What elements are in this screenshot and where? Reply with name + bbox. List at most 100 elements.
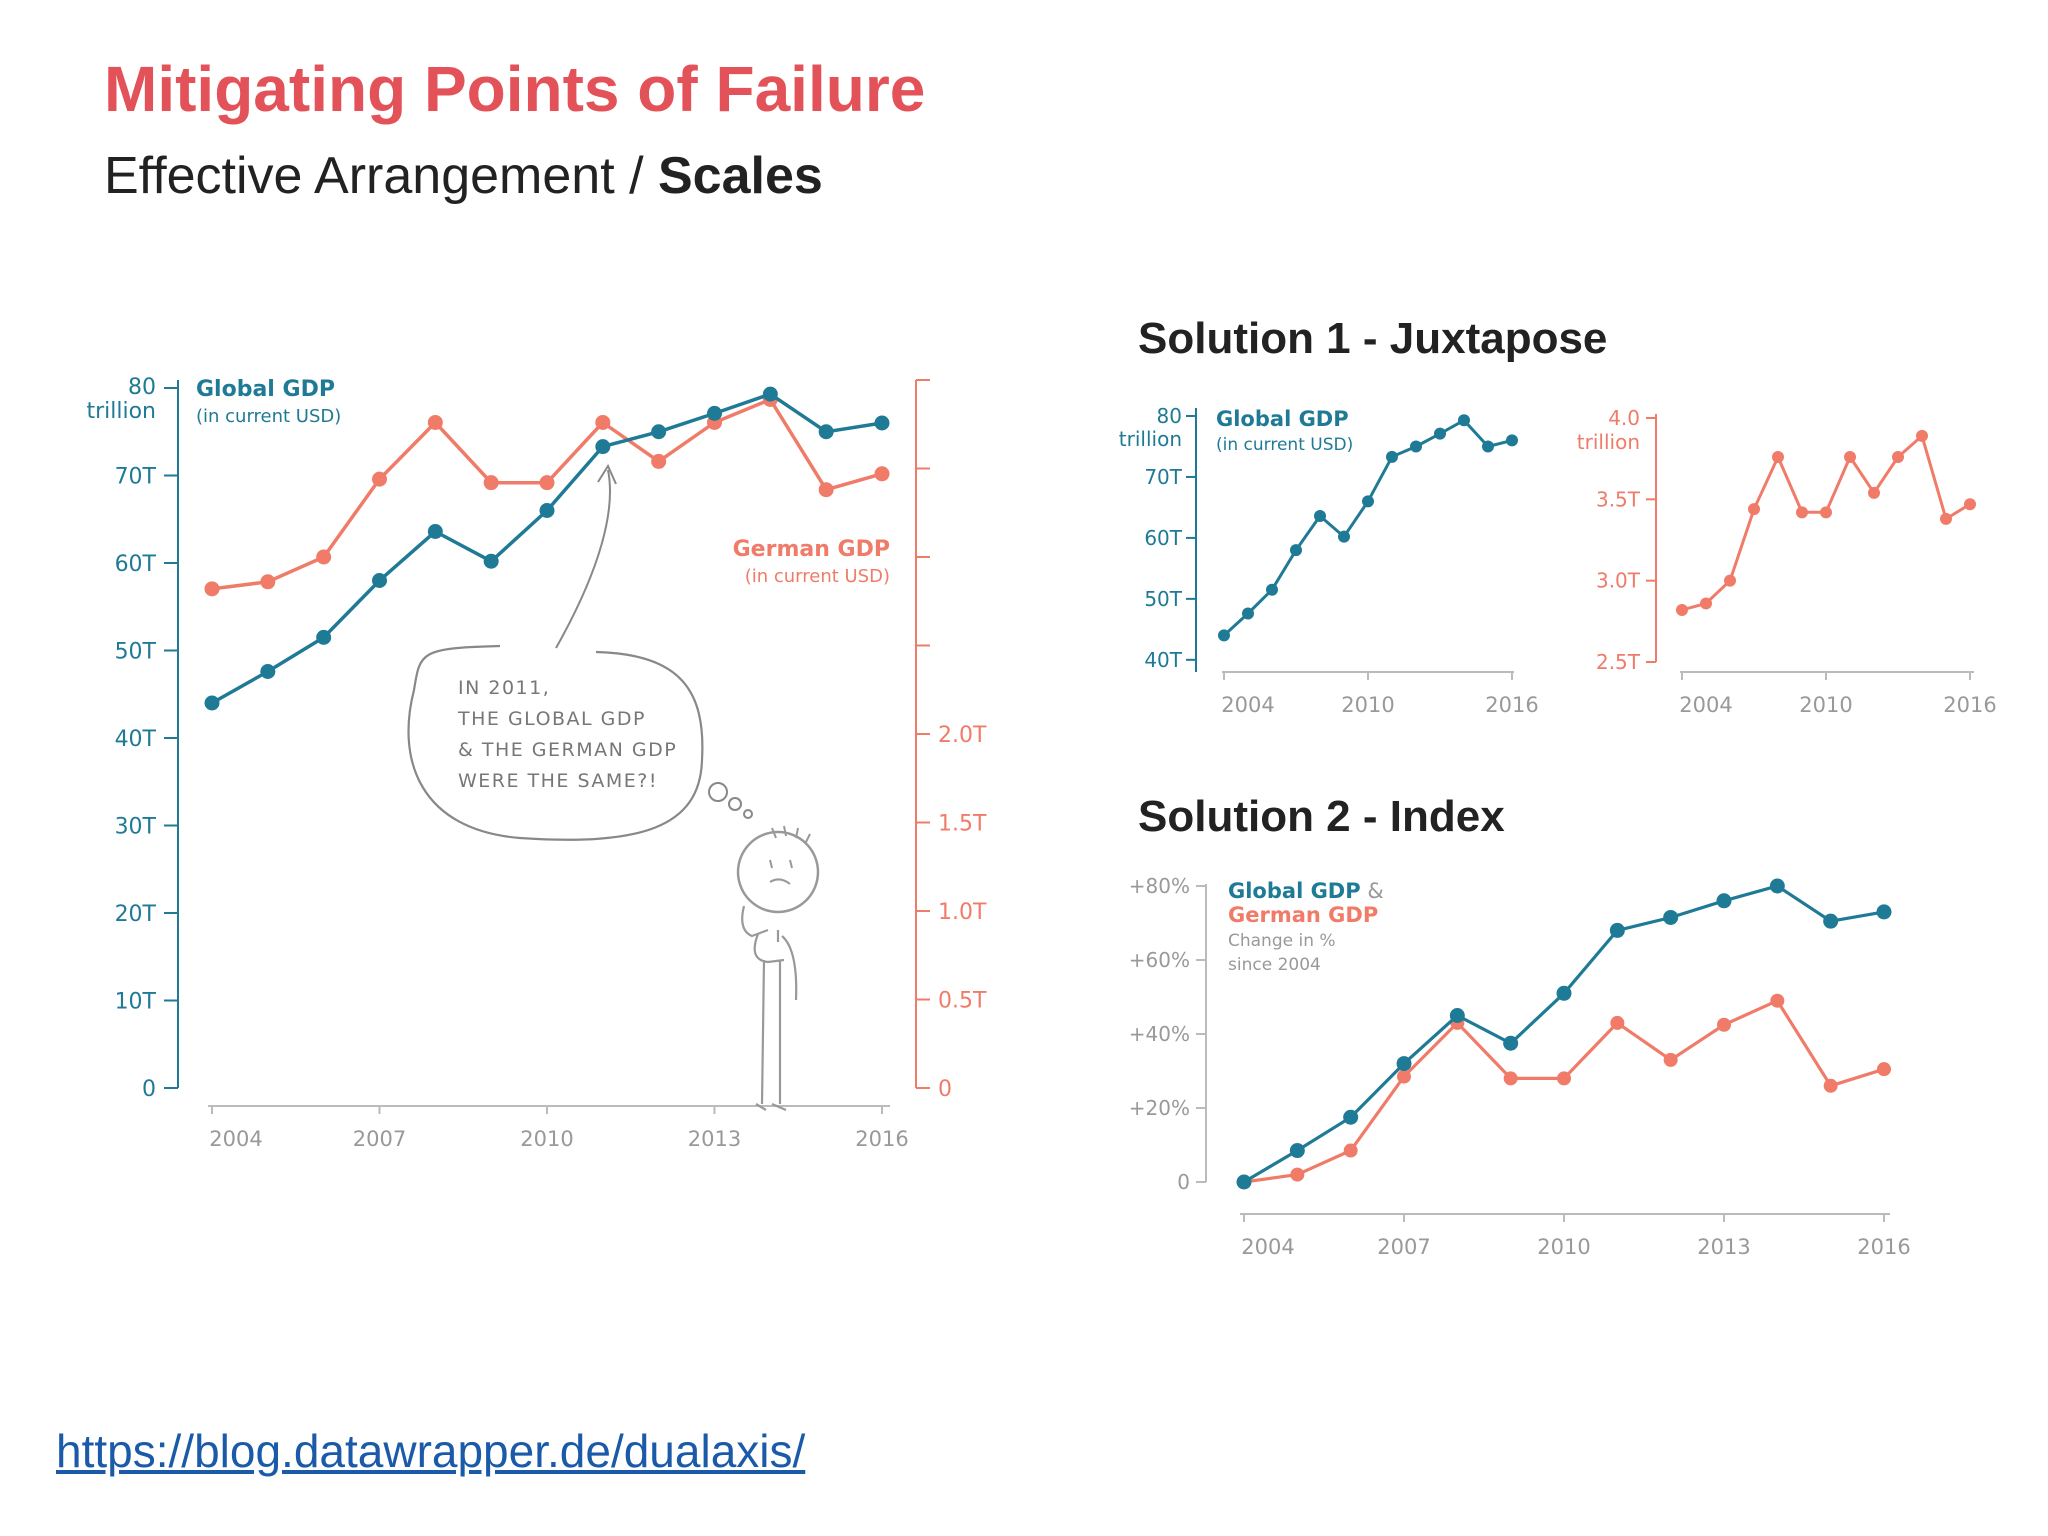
y-tick-label: 40T bbox=[1144, 648, 1182, 672]
global-point bbox=[1556, 985, 1572, 1001]
global-point bbox=[707, 405, 722, 421]
german-point bbox=[1892, 451, 1904, 464]
y-tick-label: +40% bbox=[1129, 1022, 1190, 1046]
german-point bbox=[483, 475, 499, 491]
global-point bbox=[1449, 1008, 1465, 1023]
global-point bbox=[1242, 607, 1254, 620]
stick-figure-hand bbox=[741, 905, 769, 938]
german-point bbox=[1700, 597, 1712, 610]
annotation-arrow bbox=[555, 469, 611, 649]
x-tick-label: 2016 bbox=[1943, 693, 1996, 717]
index-chart: 0 +20% +40% +60% +80% 2004 2007 2010 2013 2016 Glo… bbox=[1129, 874, 1911, 1259]
left-axis-tick-label: 0 bbox=[142, 1077, 156, 1102]
global-point bbox=[1458, 414, 1470, 427]
german-point bbox=[651, 453, 667, 469]
german-point bbox=[1748, 503, 1760, 516]
x-tick-label: 2016 bbox=[1485, 693, 1538, 717]
x-tick-label: 2007 bbox=[1377, 1235, 1430, 1259]
slide-title: Mitigating Points of Failure bbox=[104, 53, 926, 125]
stick-figure-hair bbox=[771, 825, 811, 843]
y-axis-unit: trillion bbox=[1119, 427, 1182, 451]
legend-note: Change in % bbox=[1228, 931, 1336, 951]
german-point bbox=[1610, 1015, 1625, 1030]
german-point bbox=[1343, 1143, 1358, 1158]
y-tick-label: 80 bbox=[1157, 404, 1182, 428]
german-point bbox=[1916, 429, 1928, 442]
german-point bbox=[1820, 506, 1832, 519]
subtitle-regular: Effective Arrangement / bbox=[104, 147, 658, 205]
global-point bbox=[1482, 440, 1494, 453]
x-tick-label: 2013 bbox=[688, 1127, 741, 1151]
german-point bbox=[1796, 506, 1808, 519]
y-tick-label: 2.5T bbox=[1596, 650, 1641, 674]
left-axis-tick-label: 50T bbox=[115, 640, 157, 665]
global-point bbox=[1716, 893, 1732, 909]
y-tick-label: 0 bbox=[1177, 1170, 1190, 1194]
annotation-line: THE GLOBAL GDP bbox=[457, 708, 646, 730]
y-axis-unit: trillion bbox=[1577, 430, 1640, 454]
left-axis-tick-label: 10T bbox=[115, 990, 157, 1015]
german-point bbox=[1877, 1062, 1891, 1077]
global-series-label: Global GDP bbox=[196, 377, 335, 402]
german-point bbox=[1772, 451, 1784, 464]
annotation-line: IN 2011, bbox=[458, 677, 550, 699]
x-tick-label: 2007 bbox=[353, 1127, 406, 1151]
global-point bbox=[818, 424, 834, 440]
legend-global-name: Global GDP bbox=[1228, 879, 1361, 903]
left-axis-tick-label: 20T bbox=[115, 902, 157, 927]
german-point bbox=[1557, 1071, 1571, 1086]
global-point bbox=[1343, 1109, 1359, 1125]
german-line bbox=[1243, 999, 1885, 1184]
german-point bbox=[1844, 451, 1856, 464]
german-series-label: German GDP bbox=[733, 537, 890, 562]
global-point bbox=[316, 629, 332, 645]
x-tick-label: 2010 bbox=[520, 1127, 573, 1151]
german-point bbox=[1770, 993, 1785, 1008]
stick-figure-face bbox=[769, 859, 793, 885]
y-tick-label: 4.0 bbox=[1608, 406, 1640, 430]
global-point bbox=[483, 553, 499, 569]
x-tick-label: 2010 bbox=[1341, 693, 1394, 717]
x-tick-label: 2004 bbox=[1679, 693, 1732, 717]
global-point bbox=[1396, 1056, 1412, 1072]
y-tick-label: 50T bbox=[1144, 587, 1182, 611]
thought-dot bbox=[708, 782, 728, 802]
global-point bbox=[427, 524, 443, 539]
series-note: (in current USD) bbox=[1216, 435, 1353, 455]
source-link[interactable]: https://blog.datawrapper.de/dualaxis/ bbox=[56, 1425, 806, 1477]
stick-figure-body bbox=[753, 930, 798, 1112]
global-point bbox=[539, 503, 555, 518]
german-point bbox=[1868, 486, 1880, 499]
global-point bbox=[372, 573, 387, 588]
global-point bbox=[1236, 1174, 1252, 1190]
global-point bbox=[1876, 904, 1892, 920]
left-axis-unit: trillion bbox=[86, 399, 156, 424]
subtitle-bold: Scales bbox=[658, 147, 823, 205]
german-point bbox=[316, 549, 332, 565]
german-point bbox=[874, 466, 890, 482]
solution2-title: Solution 2 - Index bbox=[1138, 792, 1505, 841]
german-point bbox=[818, 482, 834, 498]
german-point bbox=[204, 581, 220, 597]
german-point bbox=[539, 475, 555, 491]
legend-german: German GDP bbox=[1228, 903, 1378, 927]
annotation-line: WERE THE SAME?! bbox=[458, 770, 658, 792]
y-tick-label: 60T bbox=[1144, 526, 1182, 550]
global-point bbox=[1386, 450, 1398, 463]
global-point bbox=[1289, 1143, 1305, 1159]
stick-figure-head bbox=[736, 830, 820, 914]
left-axis-tick-label: 40T bbox=[115, 727, 157, 752]
global-point bbox=[1338, 530, 1350, 543]
german-point bbox=[1724, 574, 1736, 587]
solution1-title: Solution 1 - Juxtapose bbox=[1138, 314, 1608, 363]
annotation-arrowhead bbox=[597, 463, 617, 485]
german-point bbox=[1663, 1052, 1678, 1067]
thought-bubble bbox=[407, 644, 704, 841]
slide-subtitle: Effective Arrangement / Scales bbox=[104, 146, 823, 206]
global-point bbox=[1503, 1035, 1519, 1051]
x-tick-label: 2013 bbox=[1697, 1235, 1750, 1259]
german-series-note: (in current USD) bbox=[745, 566, 890, 587]
german-point bbox=[260, 574, 276, 590]
